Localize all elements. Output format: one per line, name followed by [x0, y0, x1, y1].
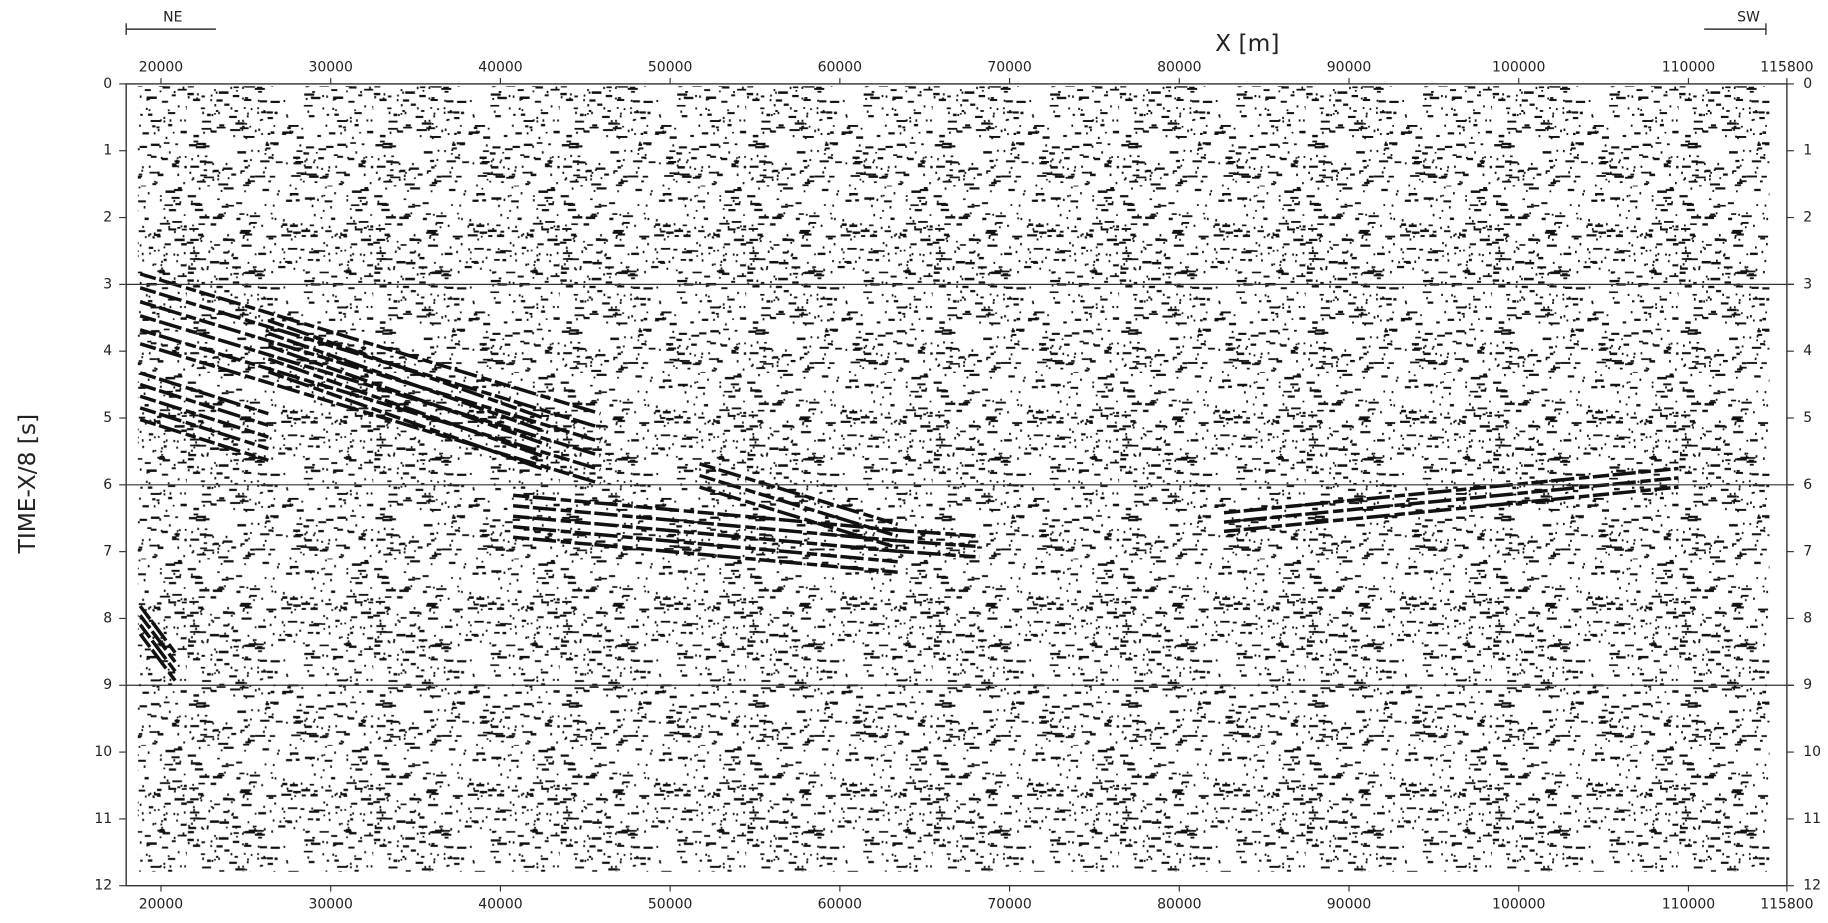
x-tick-label: 30000	[308, 896, 352, 912]
x-axis-label: X [m]	[1215, 30, 1279, 57]
x-tick-label: 90000	[1327, 896, 1371, 912]
y-tick-label: 12	[1803, 878, 1821, 894]
y-tick-label: 10	[1803, 744, 1821, 760]
x-tick-label: 100000	[1492, 896, 1545, 912]
x-tick-label: 90000	[1327, 60, 1371, 76]
x-tick-label: 60000	[818, 896, 862, 912]
y-axis-label: TIME-X/8 [s]	[14, 414, 41, 555]
page: {"chart_data": {"type": "seismic", "xlab…	[0, 0, 1828, 923]
x-tick-label: 70000	[987, 60, 1031, 76]
x-tick-label: 50000	[648, 60, 692, 76]
x-tick-label: 40000	[478, 60, 522, 76]
x-tick-label: 20000	[139, 60, 183, 76]
y-tick-label: 8	[1803, 610, 1812, 626]
x-tick-label: 115800	[1760, 60, 1813, 76]
y-tick-label: 4	[103, 343, 112, 359]
y-tick-label: 7	[1803, 544, 1812, 560]
y-tick-label: 0	[103, 76, 112, 92]
y-tick-label: 11	[94, 811, 112, 827]
y-tick-label: 0	[1803, 76, 1812, 92]
y-tick-label: 7	[103, 544, 112, 560]
y-tick-label: 5	[1803, 410, 1812, 426]
y-tick-label: 9	[103, 677, 112, 693]
y-tick-label: 1	[103, 143, 112, 159]
x-tick-label: 80000	[1157, 896, 1201, 912]
y-tick-label: 2	[1803, 210, 1812, 226]
x-tick-label: 70000	[987, 896, 1031, 912]
y-tick-label: 9	[1803, 677, 1812, 693]
x-tick-label: 30000	[308, 60, 352, 76]
y-tick-label: 4	[1803, 343, 1812, 359]
y-tick-label: 12	[94, 878, 112, 894]
section-texture	[138, 86, 1770, 871]
x-tick-label: 60000	[818, 60, 862, 76]
y-tick-label: 8	[103, 610, 112, 626]
y-tick-label: 3	[1803, 276, 1812, 292]
y-tick-label: 5	[103, 410, 112, 426]
y-tick-label: 3	[103, 276, 112, 292]
x-tick-label: 115800	[1760, 896, 1813, 912]
x-tick-label: 100000	[1492, 60, 1545, 76]
x-tick-label: 80000	[1157, 60, 1201, 76]
y-tick-label: 6	[1803, 477, 1812, 493]
y-tick-label: 6	[103, 477, 112, 493]
x-tick-label: 110000	[1662, 896, 1715, 912]
y-tick-label: 2	[103, 210, 112, 226]
y-tick-label: 11	[1803, 811, 1821, 827]
x-tick-label: 40000	[478, 896, 522, 912]
x-tick-label: 20000	[139, 896, 183, 912]
y-tick-label: 1	[1803, 143, 1812, 159]
x-tick-label: 110000	[1662, 60, 1715, 76]
chart: NE SW X [m] TIME-X/8 [s] 20000 20000 30000…	[0, 0, 1828, 923]
y-tick-label: 10	[94, 744, 112, 760]
x-tick-label: 50000	[648, 896, 692, 912]
annotation: SW	[1737, 9, 1760, 25]
annotation: NE	[163, 9, 182, 25]
